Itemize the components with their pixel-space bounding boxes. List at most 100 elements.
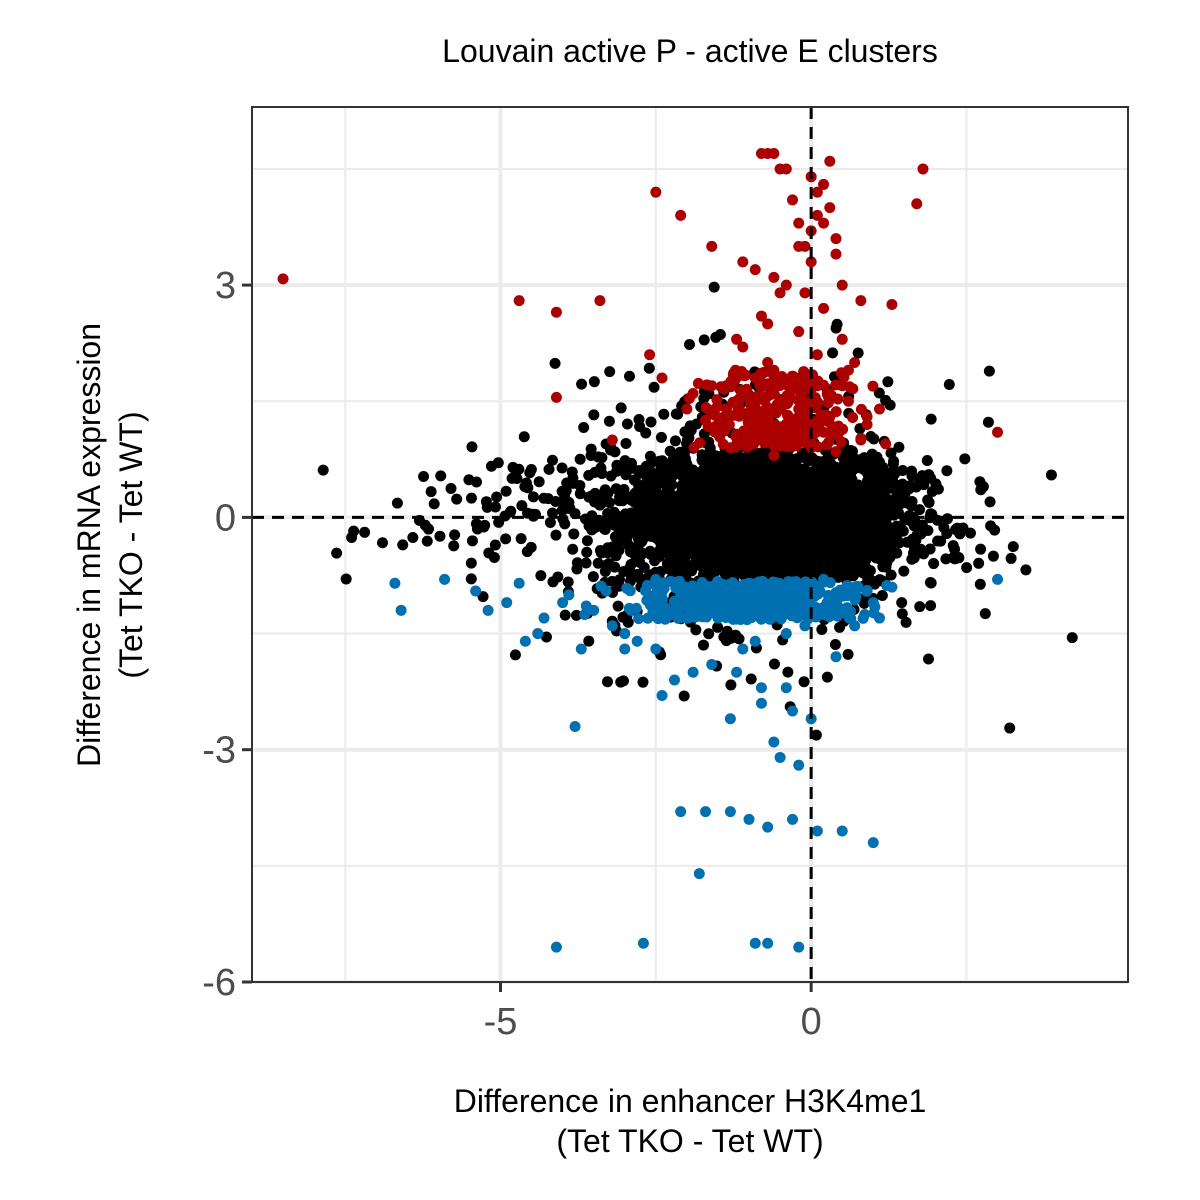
neutral-point (786, 500, 798, 512)
neutral-point (716, 485, 728, 497)
neutral-point (812, 455, 824, 467)
neutral-point (975, 484, 987, 496)
neutral-point (827, 347, 839, 359)
neutral-point (567, 543, 579, 555)
neutral-point (925, 600, 937, 612)
neutral-point (892, 507, 904, 519)
neutral-point (560, 485, 572, 497)
data-point-up (737, 256, 749, 268)
neutral-point (556, 504, 568, 516)
data-point-down (768, 590, 780, 602)
neutral-point (842, 496, 854, 508)
neutral-point (834, 621, 846, 633)
data-point-up (992, 426, 1004, 438)
data-point-down (737, 643, 749, 655)
neutral-point (550, 529, 562, 541)
neutral-point (657, 457, 669, 469)
neutral-point (753, 563, 765, 575)
neutral-point (448, 540, 460, 552)
neutral-point (489, 539, 501, 551)
data-point-down (637, 937, 649, 949)
neutral-point (906, 470, 918, 482)
neutral-point (535, 570, 547, 582)
neutral-point (483, 547, 495, 559)
neutral-point (391, 497, 403, 509)
data-point-down (780, 682, 792, 694)
neutral-point (1045, 469, 1057, 481)
data-point-up (811, 349, 823, 361)
neutral-point (875, 478, 887, 490)
data-point-up (754, 378, 766, 390)
neutral-point (698, 334, 710, 346)
neutral-point (983, 365, 995, 377)
data-point-down (743, 583, 755, 595)
neutral-point (755, 464, 767, 476)
data-point-down (470, 585, 482, 597)
data-point-down (439, 573, 451, 585)
data-point-up (787, 194, 799, 206)
neutral-point (768, 467, 780, 479)
data-point-down (992, 573, 1004, 585)
data-point-up (805, 256, 817, 268)
data-point-up (855, 432, 867, 444)
neutral-point (880, 561, 892, 573)
neutral-point (516, 500, 528, 512)
neutral-point (544, 517, 556, 529)
neutral-point (359, 526, 371, 538)
data-point-down (731, 666, 743, 678)
data-point-up (788, 439, 800, 451)
data-point-down (668, 674, 680, 686)
data-point-down (793, 583, 805, 595)
data-point-down (831, 594, 843, 606)
neutral-point (637, 464, 649, 476)
neutral-point (842, 648, 854, 660)
data-point-up (755, 310, 767, 322)
data-point-down (742, 599, 754, 611)
neutral-point (331, 547, 343, 559)
data-point-down (757, 599, 769, 611)
data-point-down (389, 577, 401, 589)
neutral-point (588, 409, 600, 421)
data-point-down (575, 643, 587, 655)
neutral-point (601, 559, 613, 571)
neutral-point (876, 590, 888, 602)
neutral-point (681, 434, 693, 446)
neutral-point (525, 541, 537, 553)
neutral-point (684, 420, 696, 432)
data-point-up (718, 425, 730, 437)
data-point-up (717, 438, 729, 450)
neutral-point (753, 533, 765, 545)
neutral-point (669, 435, 681, 447)
data-point-down (658, 602, 670, 614)
neutral-point (377, 537, 389, 549)
neutral-point (625, 494, 637, 506)
neutral-point (782, 666, 794, 678)
data-point-up (650, 186, 662, 198)
neutral-point (670, 408, 682, 420)
neutral-point (985, 520, 997, 532)
neutral-point (690, 475, 702, 487)
neutral-point (658, 408, 670, 420)
data-point-up (683, 392, 695, 404)
neutral-point (705, 463, 717, 475)
data-point-down (762, 937, 774, 949)
neutral-point (730, 460, 742, 472)
neutral-point (481, 501, 493, 513)
data-point-down (803, 602, 815, 614)
data-point-down (793, 941, 805, 953)
neutral-point (854, 454, 866, 466)
neutral-point (588, 376, 600, 388)
data-point-up (761, 408, 773, 420)
neutral-point (915, 543, 927, 555)
neutral-point (885, 569, 897, 581)
data-point-down (694, 601, 706, 613)
data-point-down (755, 697, 767, 709)
neutral-point (873, 553, 885, 565)
data-point-down (680, 581, 692, 593)
neutral-point (567, 477, 579, 489)
data-point-up (821, 388, 833, 400)
neutral-point (465, 557, 477, 569)
neutral-point (701, 501, 713, 513)
neutral-point (566, 466, 578, 478)
neutral-point (449, 529, 461, 541)
